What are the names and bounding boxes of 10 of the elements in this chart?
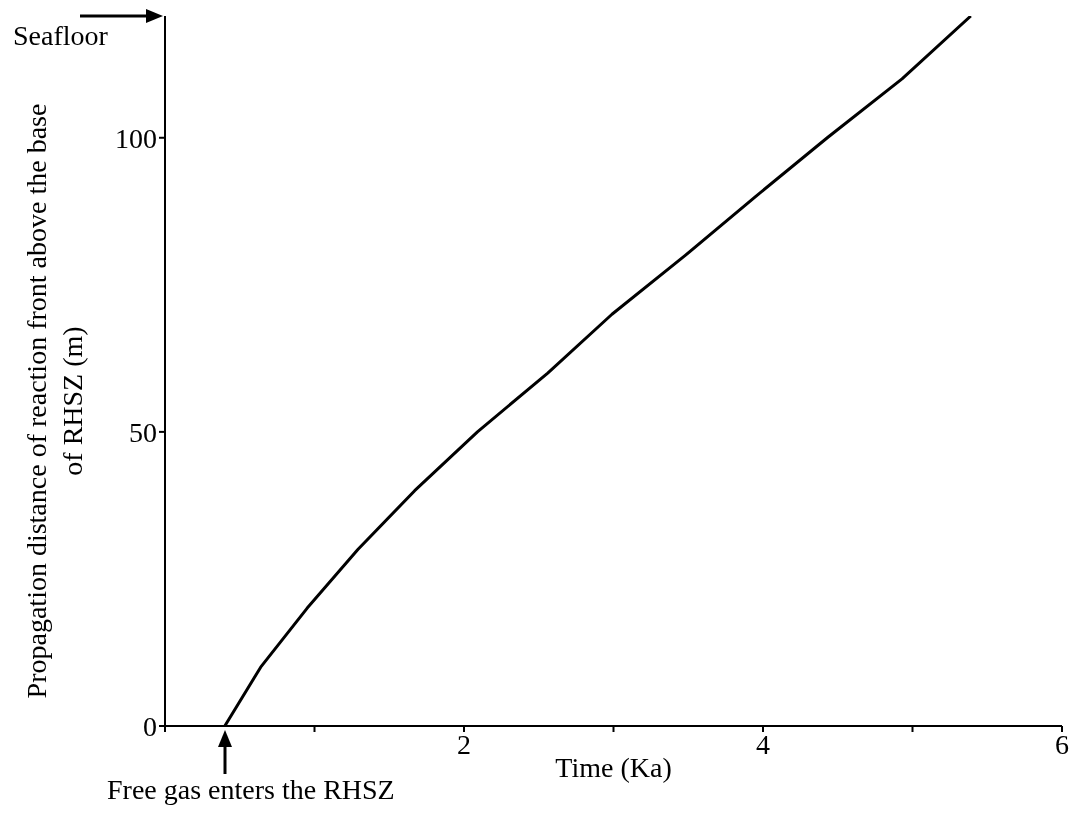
y-tick-label: 50 bbox=[129, 416, 157, 448]
text: Seafloor bbox=[13, 20, 108, 52]
y-tick-label: 100 bbox=[115, 122, 157, 154]
x-tick-label: 6 bbox=[1055, 728, 1069, 760]
y-axis-title: Propagation distance of reaction front above the base of RHSZ (m) bbox=[20, 102, 89, 701]
x-axis-title: Time (Ka) bbox=[555, 752, 672, 783]
x-tick-label: 2 bbox=[457, 728, 471, 760]
y-tick-label: 0 bbox=[143, 710, 157, 742]
x-tick-label: 4 bbox=[756, 728, 770, 760]
annotation: Free gas enters the RHSZ bbox=[107, 774, 395, 806]
